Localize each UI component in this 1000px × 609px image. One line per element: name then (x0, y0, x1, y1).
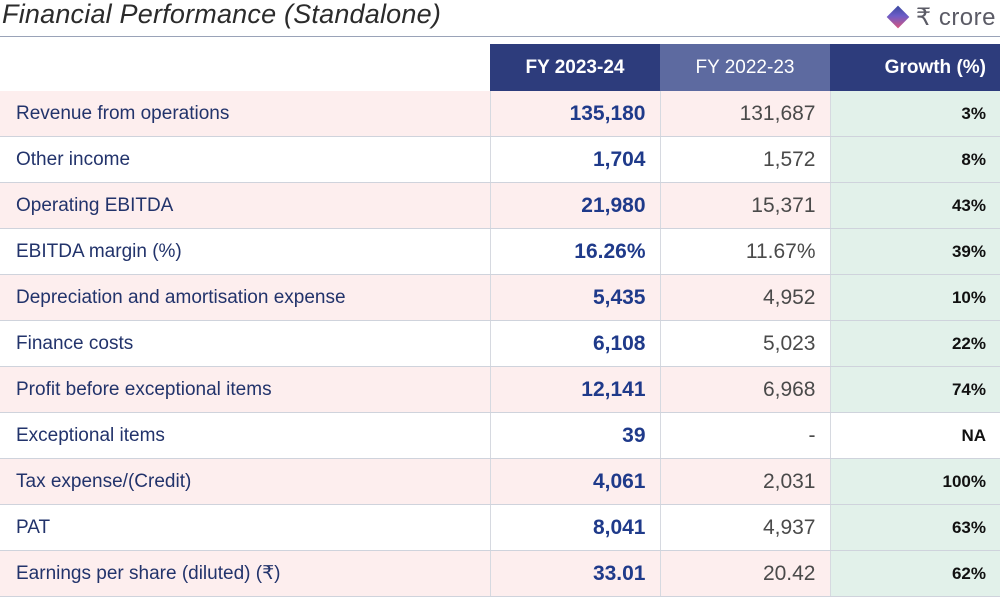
row-label: Operating EBITDA (0, 182, 490, 229)
table-row: Tax expense/(Credit) 4,061 2,031 100% (0, 458, 1000, 505)
diamond-icon (886, 5, 910, 29)
table-row: PAT 8,041 4,937 63% (0, 504, 1000, 551)
value-fy2023-24: 1,704 (489, 136, 660, 183)
row-label: Other income (0, 136, 490, 183)
table-row: Earnings per share (diluted) (₹) 33.01 20.… (0, 550, 1000, 597)
value-growth: 43% (829, 182, 1000, 229)
value-fy2022-23: 11.67% (659, 228, 830, 275)
row-label: Tax expense/(Credit) (0, 458, 490, 505)
unit-indicator: ₹ crore (886, 2, 996, 32)
table-row: Depreciation and amortisation expense 5,4… (0, 274, 1000, 321)
value-fy2023-24: 21,980 (489, 182, 660, 229)
value-fy2023-24: 4,061 (489, 458, 660, 505)
value-fy2023-24: 39 (489, 412, 660, 459)
value-fy2022-23: - (659, 412, 830, 459)
value-fy2023-24: 16.26% (489, 228, 660, 275)
header-fy2023-24: FY 2023-24 (490, 44, 660, 91)
value-growth: 62% (829, 550, 1000, 597)
unit-label: ₹ crore (915, 3, 996, 31)
row-label: Profit before exceptional items (0, 366, 490, 413)
value-fy2023-24: 6,108 (489, 320, 660, 367)
table-row: EBITDA margin (%) 16.26% 11.67% 39% (0, 228, 1000, 275)
row-label: PAT (0, 504, 490, 551)
table-row: Revenue from operations 135,180 131,687 3% (0, 91, 1000, 137)
value-growth: 8% (829, 136, 1000, 183)
page-title: Financial Performance (Standalone) (2, 0, 442, 29)
table-header-row: FY 2023-24 FY 2022-23 Growth (%) (0, 44, 1000, 91)
header-growth: Growth (%) (830, 44, 1000, 91)
table-row: Other income 1,704 1,572 8% (0, 136, 1000, 183)
header-blank (0, 44, 490, 91)
value-fy2023-24: 12,141 (489, 366, 660, 413)
financial-table: FY 2023-24 FY 2022-23 Growth (%) Revenue… (0, 44, 1000, 597)
value-fy2023-24: 135,180 (489, 91, 660, 137)
value-fy2022-23: 2,031 (659, 458, 830, 505)
header-fy2022-23: FY 2022-23 (660, 44, 830, 91)
row-label: Exceptional items (0, 412, 490, 459)
value-fy2022-23: 15,371 (659, 182, 830, 229)
row-label: Finance costs (0, 320, 490, 367)
value-fy2022-23: 5,023 (659, 320, 830, 367)
table-row: Exceptional items 39- NA (0, 412, 1000, 459)
value-fy2022-23: 20.42 (659, 550, 830, 597)
value-fy2022-23: 1,572 (659, 136, 830, 183)
row-label: Earnings per share (diluted) (₹) (0, 550, 490, 597)
table-row: Operating EBITDA 21,980 15,371 43% (0, 182, 1000, 229)
value-growth: 22% (829, 320, 1000, 367)
value-growth: 63% (829, 504, 1000, 551)
value-fy2022-23: 4,937 (659, 504, 830, 551)
title-divider (0, 36, 1000, 37)
value-growth: 74% (829, 366, 1000, 413)
value-growth: 3% (829, 91, 1000, 137)
value-fy2022-23: 6,968 (659, 366, 830, 413)
value-fy2022-23: 4,952 (659, 274, 830, 321)
value-growth: 39% (829, 228, 1000, 275)
value-fy2022-23: 131,687 (659, 91, 830, 137)
value-fy2023-24: 8,041 (489, 504, 660, 551)
value-fy2023-24: 5,435 (489, 274, 660, 321)
value-fy2023-24: 33.01 (489, 550, 660, 597)
table-row: Profit before exceptional items 12,141 6,9… (0, 366, 1000, 413)
value-growth: 10% (829, 274, 1000, 321)
value-growth: 100% (829, 458, 1000, 505)
value-growth: NA (829, 412, 1000, 459)
row-label: Depreciation and amortisation expense (0, 274, 490, 321)
table-row: Finance costs 6,108 5,023 22% (0, 320, 1000, 367)
row-label: Revenue from operations (0, 91, 490, 137)
row-label: EBITDA margin (%) (0, 228, 490, 275)
